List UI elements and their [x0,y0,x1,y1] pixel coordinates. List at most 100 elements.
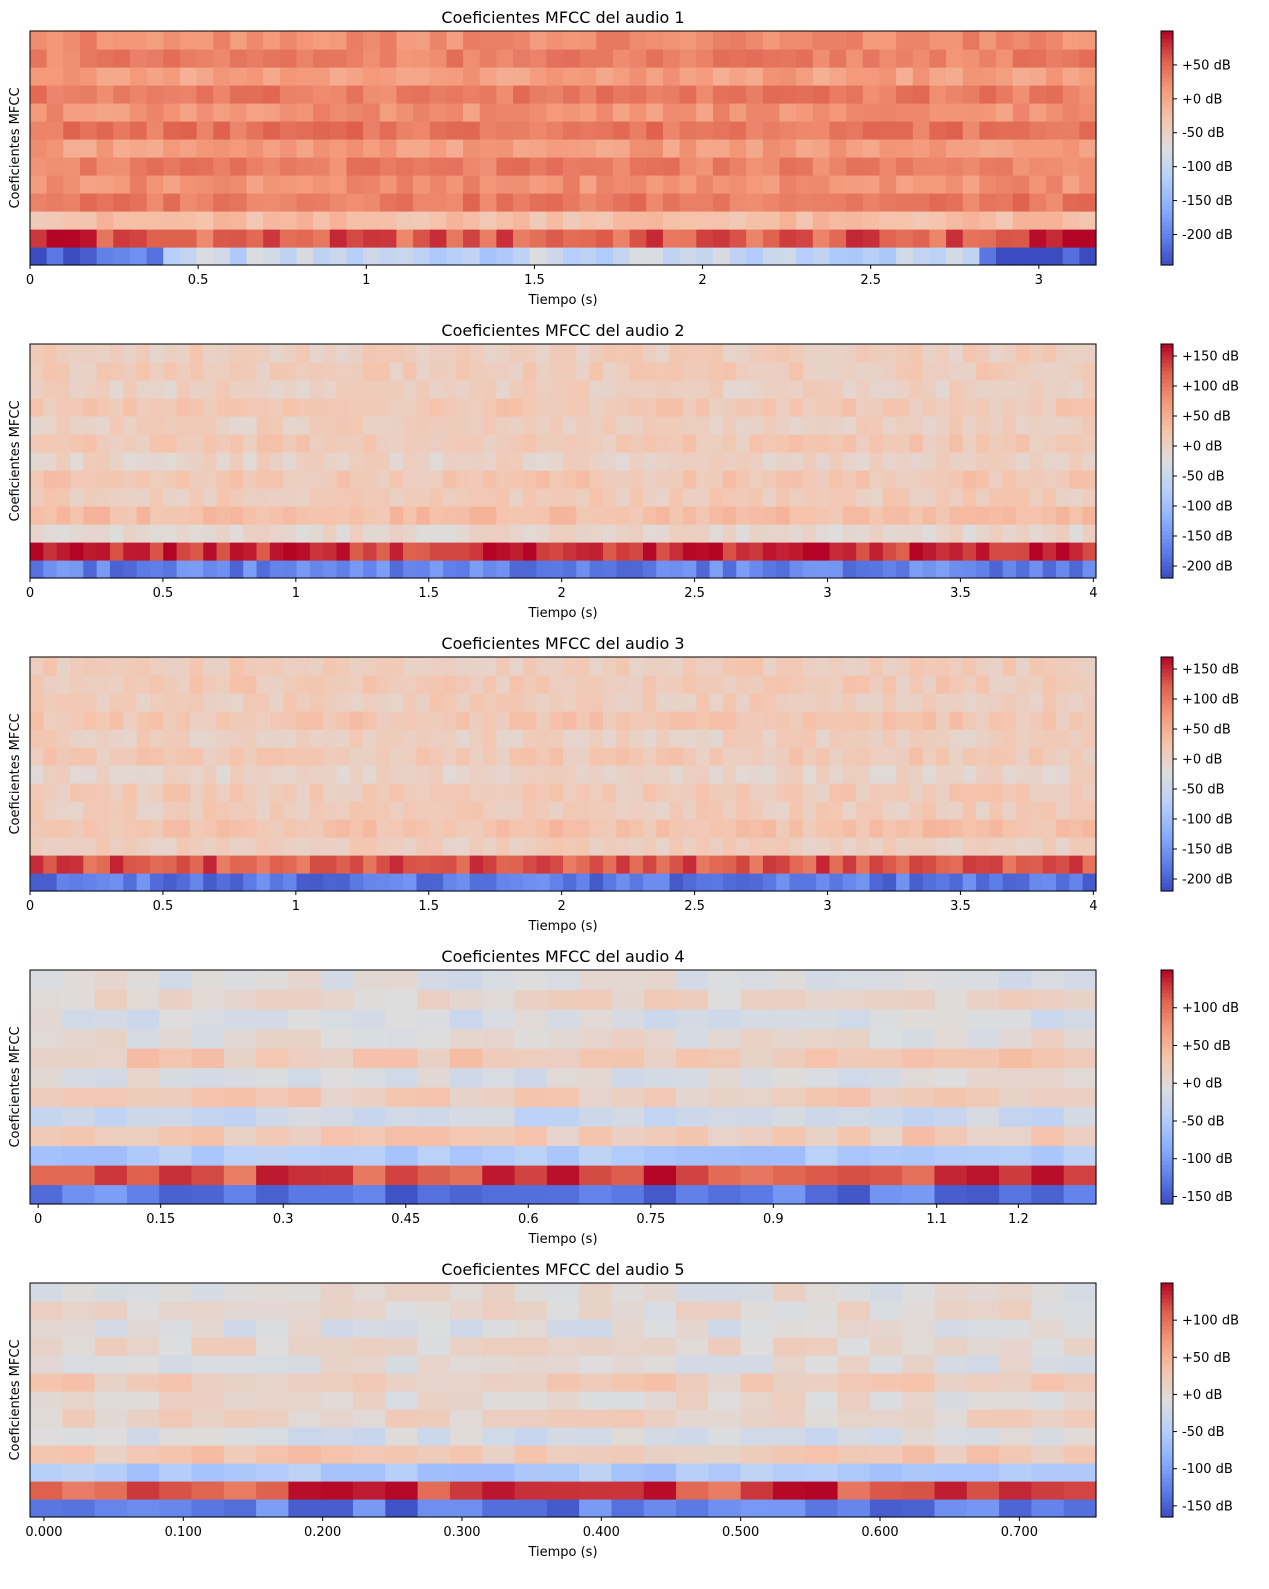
heatmap-cell [802,542,817,561]
heatmap-cell [596,247,614,266]
heatmap-cell [176,783,191,802]
heatmap-cell [376,783,391,802]
heatmap-cell [679,211,697,230]
heatmap-cell [1079,31,1097,50]
heatmap-cell [662,211,681,230]
heatmap-cell [612,229,631,248]
heatmap-cell [816,837,831,856]
heatmap-cell [772,1009,806,1030]
heatmap-cell [589,470,604,489]
heatmap-cell [126,1106,160,1127]
heatmap-cell [563,344,577,363]
heatmap-cell [313,121,331,140]
heatmap-cell [816,819,831,838]
heatmap-cell [1042,837,1057,856]
heatmap-cell [269,837,284,856]
heatmap-cell [642,452,657,471]
heatmap-cell [43,542,58,561]
heatmap-cell [776,506,791,525]
heatmap-cell [30,783,44,802]
y-axis-label: Coeficientes MFCC [8,713,23,834]
heatmap-cell [256,344,271,363]
heatmap-cell [736,873,751,892]
heatmap-cell [1062,229,1080,248]
heatmap-cell [989,801,1004,820]
heatmap-cell [772,1067,806,1088]
heatmap-cell [749,362,764,381]
x-tick-label: 3.5 [950,586,971,601]
heatmap-cell [802,452,817,471]
heatmap-cell [136,675,151,694]
heatmap-cell [579,139,597,158]
heatmap-cell [802,506,817,525]
heatmap-cell [403,362,418,381]
heatmap-cell [288,1283,322,1302]
heatmap-cell [403,675,418,694]
heatmap-cell [353,970,386,991]
heatmap-cell [149,560,164,579]
heatmap-cell [1042,819,1057,838]
heatmap-cell [479,175,497,194]
heatmap-cell [1056,711,1070,730]
heatmap-cell [269,542,284,561]
heatmap-cell [256,729,271,748]
heatmap-cell [353,1499,386,1518]
heatmap-cell [513,85,531,104]
heatmap-cell [1016,542,1030,561]
heatmap-cell [109,416,124,435]
heatmap-cell [513,193,531,212]
heatmap-cell [269,747,284,766]
heatmap-cell [749,765,764,784]
heatmap-cell [805,1087,839,1108]
heatmap-cell [589,398,604,417]
heatmap-cell [203,434,218,453]
heatmap-cell [976,855,990,874]
heatmap-cell [729,139,747,158]
colorbar-segment [1161,519,1173,524]
heatmap-cell [313,103,331,122]
heatmap-cell [123,416,138,435]
heatmap-cell [856,416,871,435]
heatmap-cell [996,211,1014,230]
heatmap-cell [579,1126,613,1147]
heatmap-cell [999,1445,1032,1464]
heatmap-cell [163,31,181,50]
heatmap-cell [256,693,271,712]
heatmap-cell [191,1283,225,1302]
heatmap-cell [612,211,631,230]
heatmap-cell [579,1028,613,1049]
heatmap-cell [63,139,81,158]
heatmap-cell [113,175,131,194]
heatmap-cell [1069,765,1084,784]
heatmap-cell [496,211,514,230]
heatmap-cell [191,970,225,991]
colorbar-segment [1161,394,1173,400]
colorbar-segment [1161,1090,1173,1096]
heatmap-cell [709,765,724,784]
colorbar-segment [1161,1188,1173,1193]
heatmap-cell [962,524,977,543]
heatmap-cell [349,729,364,748]
heatmap-cell [56,560,71,579]
heatmap-cell [722,452,737,471]
heatmap-cell [842,873,857,892]
heatmap-cell [643,1301,677,1320]
colorbar-segment [1161,1345,1173,1350]
heatmap-cell [363,560,378,579]
heatmap-cell [396,139,414,158]
heatmap-cell [869,1427,903,1446]
heatmap-cell [934,1409,968,1428]
heatmap-cell [83,855,98,874]
heatmap-cell [269,344,284,363]
colorbar-segment [1161,167,1173,172]
colorbar-segment [1161,844,1173,849]
heatmap-cell [736,488,751,507]
heatmap-cell [776,560,791,579]
heatmap-cell [796,247,814,266]
heatmap-cell [1016,873,1030,892]
heatmap-cell [740,1499,774,1518]
heatmap-cell [862,211,881,230]
heatmap-cell [909,398,924,417]
heatmap-cell [376,675,391,694]
heatmap-cell [379,67,398,86]
